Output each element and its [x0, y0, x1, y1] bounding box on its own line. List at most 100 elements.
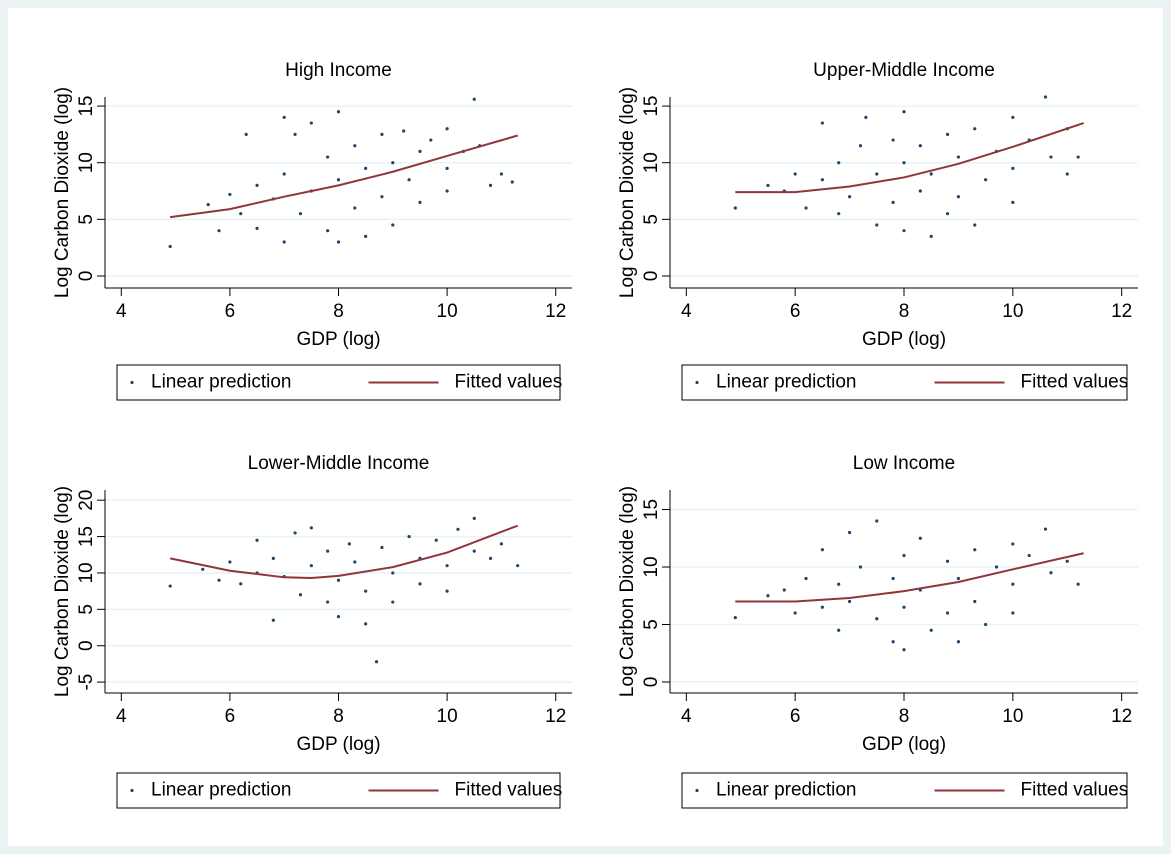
point: [282, 115, 286, 119]
point: [472, 516, 476, 520]
y-tick-label: 10: [641, 556, 662, 577]
point: [945, 132, 950, 136]
point: [1065, 172, 1069, 176]
point: [228, 192, 232, 197]
point: [445, 166, 449, 170]
point: [418, 582, 422, 586]
point: [847, 195, 852, 199]
x-axis-label: GDP (log): [296, 329, 380, 350]
y-tick-label: 5: [641, 619, 662, 630]
x-tick-label: 12: [545, 301, 566, 322]
point: [282, 240, 286, 244]
panel-title: Lower-Middle Income: [248, 453, 430, 474]
point: [472, 97, 476, 101]
y-axis-label: Log Carbon Dioxide (log): [52, 87, 73, 298]
point: [445, 589, 449, 593]
point: [766, 594, 770, 598]
panel-title: Upper-Middle Income: [813, 60, 995, 81]
x-tick-label: 12: [545, 706, 566, 727]
graph-region: [8, 8, 1163, 846]
point: [858, 565, 863, 569]
point: [902, 553, 906, 558]
point: [255, 226, 259, 231]
x-tick-label: 6: [225, 706, 236, 727]
y-tick-label: 5: [76, 604, 97, 615]
point: [228, 560, 232, 564]
legend-box: [681, 772, 1128, 809]
legend-label: Linear prediction: [716, 780, 856, 801]
point: [820, 121, 824, 125]
point: [298, 593, 303, 597]
point: [407, 534, 411, 539]
legend-key: [130, 380, 134, 385]
x-tick-label: 10: [1002, 706, 1023, 727]
point: [293, 132, 297, 136]
point: [875, 223, 879, 227]
point: [326, 229, 330, 233]
point: [168, 244, 172, 249]
x-tick-label: 4: [116, 301, 127, 322]
x-tick-label: 4: [681, 301, 692, 322]
point: [1011, 166, 1015, 170]
y-tick-label: 0: [641, 271, 662, 282]
x-tick-label: 8: [333, 706, 344, 727]
x-tick-label: 8: [899, 301, 910, 322]
x-tick-label: 12: [1111, 301, 1132, 322]
point: [336, 615, 341, 619]
y-tick-label: 5: [641, 214, 662, 225]
point: [1011, 115, 1015, 119]
point: [445, 564, 449, 568]
point: [201, 567, 205, 571]
point: [309, 526, 313, 530]
point: [929, 234, 933, 238]
point: [793, 611, 797, 615]
x-tick-label: 8: [899, 706, 910, 727]
point: [407, 178, 411, 182]
point: [353, 560, 357, 564]
point: [516, 564, 520, 568]
point: [804, 576, 808, 581]
point: [326, 155, 330, 159]
point: [847, 599, 852, 604]
point: [168, 584, 172, 588]
point: [353, 144, 357, 148]
point: [820, 178, 824, 182]
point: [956, 576, 961, 581]
point: [858, 144, 863, 148]
panel-title: High Income: [285, 60, 392, 81]
point: [445, 127, 449, 131]
point: [733, 206, 737, 210]
point: [445, 189, 449, 193]
x-tick-label: 10: [1002, 301, 1023, 322]
point: [326, 549, 330, 553]
point: [1065, 559, 1069, 563]
point: [984, 622, 988, 627]
point: [380, 132, 384, 136]
point: [217, 229, 221, 233]
point: [239, 582, 243, 586]
x-tick-label: 10: [437, 301, 458, 322]
point: [255, 538, 259, 542]
point: [902, 229, 906, 233]
point: [336, 578, 341, 582]
point: [206, 203, 210, 207]
legend-label: Fitted values: [1021, 372, 1129, 393]
fitted-line: [735, 552, 1084, 603]
point: [902, 110, 906, 114]
point: [902, 605, 906, 609]
point: [994, 565, 999, 569]
y-tick-label: 20: [76, 490, 97, 511]
point: [347, 542, 351, 546]
point: [472, 549, 476, 553]
panel: Lower-Middle Income -5 0 5 10 15 20 4 6 8 10 12 GDP …: [52, 453, 572, 809]
point: [891, 640, 895, 644]
point: [282, 172, 286, 176]
point: [364, 234, 368, 238]
y-tick-label: 10: [641, 152, 662, 173]
point: [510, 180, 514, 184]
fitted-line: [170, 134, 518, 219]
point: [488, 556, 493, 560]
point: [353, 206, 357, 210]
point: [875, 519, 879, 523]
